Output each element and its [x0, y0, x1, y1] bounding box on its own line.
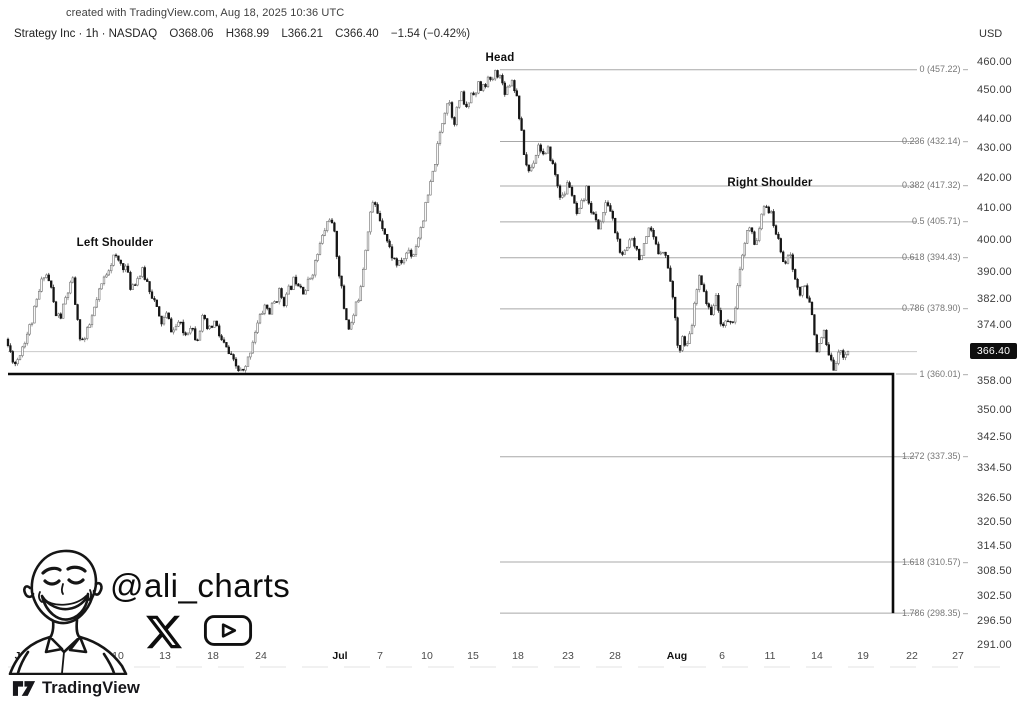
time-axis-label-6: 6 — [719, 650, 725, 662]
time-axis-label-19: 19 — [857, 650, 869, 662]
price-axis-label: 460.00 — [977, 56, 1012, 68]
annotation-head: Head — [485, 52, 515, 64]
fib-label-0.382: 0.382 (417.32) – — [901, 180, 968, 191]
time-axis-label-22: 22 — [906, 650, 918, 662]
neckline-and-target-line — [8, 372, 895, 614]
time-axis-label-24: 24 — [255, 650, 267, 662]
candlestick-series — [6, 69, 850, 373]
price-axis-label: 400.00 — [977, 233, 1012, 246]
ohlc-close: C366.40 — [335, 28, 379, 40]
fib-label-1.618: 1.618 (310.57) – — [901, 556, 968, 567]
fib-label-1.786: 1.786 (298.35) – — [901, 607, 968, 618]
price-axis-label: 382.00 — [977, 292, 1012, 305]
time-axis-label-14: 14 — [811, 650, 823, 662]
fib-label-1: 1 (360.01) – — [919, 368, 968, 379]
price-axis-label: 302.50 — [977, 589, 1012, 602]
avatar-sketch-icon — [8, 549, 128, 675]
tradingview-logo[interactable]: TradingView — [12, 678, 140, 699]
fib-retracement-lines — [500, 69, 917, 614]
attribution-text: created with TradingView.com, Aug 18, 20… — [66, 7, 345, 19]
time-axis-label-aug: Aug — [666, 650, 688, 662]
fib-label-0.236: 0.236 (432.14) – — [901, 136, 968, 147]
ohlc-low: L366.21 — [281, 28, 323, 40]
time-axis-label-13: 13 — [159, 650, 171, 662]
fib-label-0.786: 0.786 (378.90) – — [901, 303, 968, 314]
price-axis-label: 440.00 — [977, 112, 1012, 125]
symbol-header: Strategy Inc · 1h · NASDAQ O368.06 H368.… — [14, 28, 479, 40]
time-axis-label-11: 11 — [764, 650, 776, 662]
price-axis-label: 342.50 — [977, 431, 1012, 444]
tradingview-mark-icon — [12, 681, 36, 696]
youtube-icon[interactable] — [203, 614, 253, 647]
x-twitter-icon[interactable] — [143, 612, 185, 652]
neckline-target-path — [8, 351, 1016, 668]
ohlc-high: H368.99 — [225, 28, 270, 40]
ohlc-open: O368.06 — [169, 28, 214, 40]
price-axis-label: 296.50 — [977, 615, 1012, 628]
price-axis-label: 350.00 — [977, 403, 1012, 416]
price-axis-label: 430.00 — [977, 141, 1012, 154]
social-handle: @ali_charts — [110, 567, 291, 604]
current-price-badge: 366.40 — [970, 343, 1017, 359]
fib-label-0.618: 0.618 (394.43) – — [901, 252, 968, 263]
time-axis-label-18: 18 — [207, 650, 219, 662]
time-axis-label-10: 10 — [112, 650, 124, 662]
currency-label: USD — [979, 28, 1003, 40]
annotation-left-shoulder: Left Shoulder — [76, 237, 154, 249]
price-axis-label: 374.00 — [977, 319, 1012, 332]
time-axis-label-23: 23 — [562, 650, 574, 662]
price-axis-label: 334.50 — [977, 461, 1012, 474]
fib-label-0.5: 0.5 (405.71) – — [911, 216, 968, 227]
price-axis-label: 450.00 — [977, 83, 1012, 96]
symbol-title: Strategy Inc · 1h · NASDAQ — [14, 28, 158, 40]
price-axis-label: 320.50 — [977, 515, 1012, 528]
time-axis-label-28: 28 — [609, 650, 621, 662]
fib-label-1.272: 1.272 (337.35) – — [901, 451, 968, 462]
price-axis-label: 390.00 — [977, 266, 1012, 279]
price-axis-label: 420.00 — [977, 171, 1012, 184]
time-axis-label-jul: Jul — [332, 650, 348, 662]
price-change: −1.54 (−0.42%) — [390, 28, 471, 40]
time-axis-label-15: 15 — [467, 650, 479, 662]
price-axis-label: 410.00 — [977, 202, 1012, 215]
price-axis-label: 358.00 — [977, 375, 1012, 388]
fib-label-0: 0 (457.22) – — [919, 64, 968, 75]
price-axis-label: 314.50 — [977, 540, 1012, 553]
time-axis-label-18: 18 — [512, 650, 524, 662]
time-axis-label-27: 27 — [952, 650, 964, 662]
tradingview-logo-text: TradingView — [42, 679, 140, 697]
time-axis-label-7: 7 — [377, 650, 383, 662]
time-axis-label-10: 10 — [421, 650, 433, 662]
price-axis-label: 326.50 — [977, 492, 1012, 505]
annotation-right-shoulder: Right Shoulder — [727, 177, 813, 189]
price-axis-label: 308.50 — [977, 564, 1012, 577]
price-axis-label: 291.00 — [977, 638, 1012, 651]
